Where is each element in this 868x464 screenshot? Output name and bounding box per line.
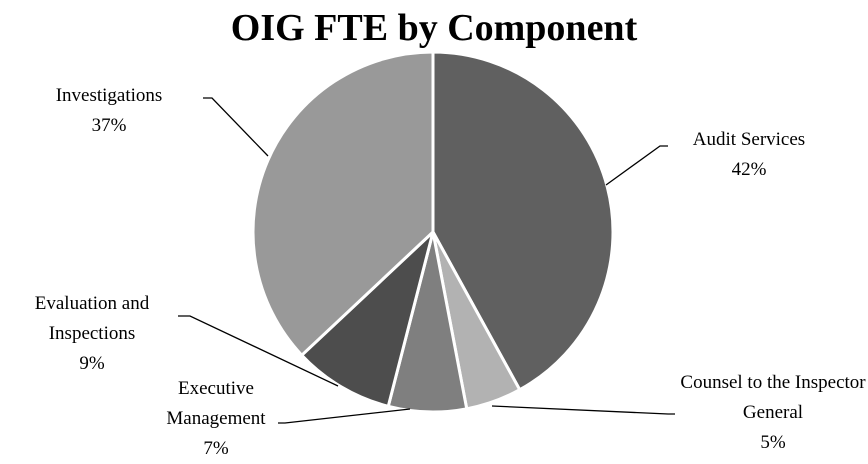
- pie-slice: [251, 50, 435, 357]
- chart-title: OIG FTE by Component: [230, 7, 638, 49]
- category-label: Investigations: [55, 85, 163, 106]
- slice-label: Evaluation and Inspections 9%: [4, 289, 180, 379]
- slice-label: Investigations 37%: [14, 81, 204, 141]
- category-label: Evaluation and Inspections: [34, 293, 150, 344]
- pie-slice: [431, 50, 615, 392]
- category-label: Executive Management: [166, 378, 266, 429]
- value-label: 7%: [203, 438, 229, 459]
- value-label: 42%: [731, 159, 767, 180]
- slice-label: Executive Management 7%: [148, 374, 284, 464]
- pie-slice: [300, 230, 435, 408]
- value-label: 37%: [91, 115, 127, 136]
- value-label: 9%: [79, 353, 105, 374]
- value-label: 5%: [760, 432, 786, 453]
- category-label: Counsel to the Inspector General: [680, 372, 866, 423]
- leader-line: [203, 97, 269, 157]
- pie: [251, 50, 615, 414]
- category-label: Audit Services: [692, 129, 806, 150]
- leader-line: [491, 405, 675, 415]
- leader-line: [178, 315, 339, 387]
- leader-lines: [178, 97, 675, 424]
- slice-label: Audit Services 42%: [664, 125, 834, 185]
- leader-line: [278, 408, 411, 424]
- slice-label: Counsel to the Inspector General 5%: [675, 368, 868, 458]
- leader-line: [605, 145, 668, 186]
